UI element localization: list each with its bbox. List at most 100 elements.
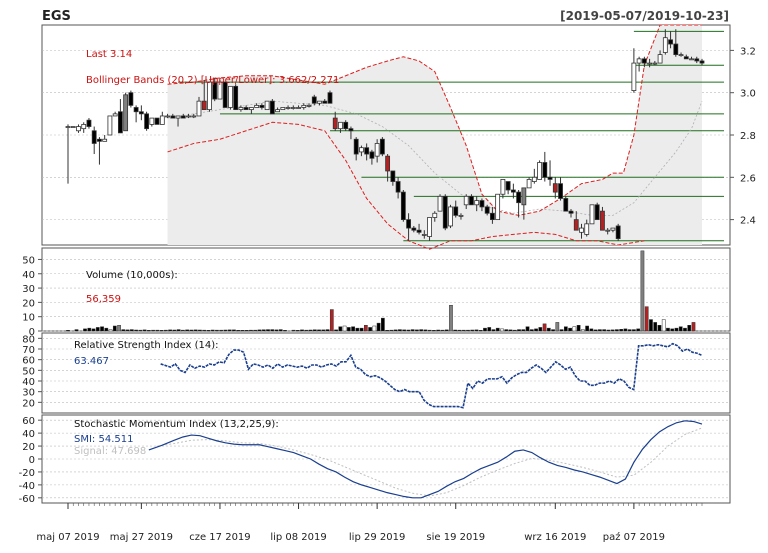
x-tick-label: wrz 16 2019 bbox=[524, 532, 586, 543]
volume-bar bbox=[270, 329, 275, 332]
candle-body bbox=[159, 115, 165, 125]
volume-bar bbox=[632, 329, 636, 332]
smi-tick-label: -60 bbox=[19, 494, 35, 505]
candle-body bbox=[510, 189, 516, 193]
rsi-tick-label: 70 bbox=[22, 345, 35, 356]
candle-body bbox=[102, 138, 108, 142]
candle-body bbox=[673, 43, 679, 56]
volume-bar bbox=[610, 329, 615, 332]
candle-body bbox=[411, 227, 417, 231]
volume-bar bbox=[338, 326, 343, 332]
volume-bar bbox=[581, 329, 585, 332]
volume-bar bbox=[274, 329, 279, 332]
volume-bar bbox=[334, 329, 338, 332]
grid-lines bbox=[42, 50, 730, 499]
candle-body bbox=[469, 195, 474, 206]
volume-bar bbox=[410, 329, 415, 332]
candle-body bbox=[243, 107, 249, 111]
volume-bar bbox=[355, 327, 360, 332]
candle-body bbox=[579, 227, 584, 233]
rsi-tick-label: 80 bbox=[22, 334, 35, 345]
volume-bar bbox=[219, 329, 224, 332]
candle-body bbox=[175, 115, 181, 119]
volume-bar bbox=[474, 329, 479, 332]
candle-body bbox=[453, 206, 459, 216]
candle-body bbox=[406, 219, 411, 229]
candle-body bbox=[537, 162, 542, 180]
volume-bar bbox=[168, 329, 172, 332]
volume-bar bbox=[74, 329, 79, 332]
price-tick-label: 3.2 bbox=[740, 46, 756, 57]
volume-bar bbox=[542, 323, 547, 332]
volume-tick-label: 0 bbox=[29, 327, 35, 338]
candle-body bbox=[212, 81, 218, 100]
last-price-label: Last 3.14 bbox=[86, 49, 132, 60]
candle-body bbox=[568, 210, 574, 214]
volume-bar bbox=[376, 322, 381, 332]
volume-bar bbox=[227, 329, 232, 332]
volume-bar bbox=[317, 329, 321, 332]
candle-body bbox=[191, 115, 197, 118]
smi-line bbox=[148, 420, 703, 499]
candle-body bbox=[390, 170, 396, 182]
volume-bar bbox=[210, 329, 215, 332]
candle-body bbox=[254, 104, 260, 108]
candle-body bbox=[180, 115, 186, 119]
bollinger-fill bbox=[167, 25, 703, 245]
candle-body bbox=[364, 147, 370, 155]
volume-bar bbox=[440, 329, 445, 332]
candle-body bbox=[154, 117, 160, 125]
volume-bar bbox=[261, 329, 266, 332]
volume-bar bbox=[529, 329, 534, 332]
bollinger-label: Bollinger Bands (20,2) [Upper/Lower]: 3.… bbox=[86, 75, 339, 86]
candle-body bbox=[275, 109, 280, 113]
candle-body bbox=[97, 138, 102, 142]
candle-body bbox=[442, 195, 448, 229]
rsi-tick-label: 20 bbox=[22, 398, 35, 409]
volume-bar bbox=[593, 329, 598, 332]
candle-body bbox=[269, 100, 275, 115]
volume-bar bbox=[691, 322, 696, 332]
volume-bar bbox=[436, 329, 441, 332]
candle-body bbox=[196, 100, 202, 117]
candle-body bbox=[317, 100, 322, 104]
candle-body bbox=[416, 229, 422, 233]
volume-bar bbox=[172, 329, 177, 332]
volume-bar bbox=[240, 330, 245, 332]
volume-bar bbox=[100, 326, 104, 332]
rsi-tick-label: 30 bbox=[22, 388, 35, 399]
volume-tick-label: 10 bbox=[22, 313, 35, 324]
volume-bar bbox=[683, 327, 687, 332]
volume-bar bbox=[653, 322, 658, 332]
volume-bar bbox=[457, 329, 462, 332]
volume-bar bbox=[657, 325, 662, 332]
candle-body bbox=[490, 212, 495, 221]
volume-bar bbox=[87, 327, 92, 332]
x-tick-label: cze 17 2019 bbox=[189, 532, 250, 543]
candle-body bbox=[138, 111, 144, 115]
candle-body bbox=[400, 191, 406, 221]
volume-bar bbox=[487, 327, 492, 332]
x-axis: maj 07 2019 maj 27 2019 cze 17 2019 lip 08 … bbox=[36, 503, 703, 543]
volume-panel: 0 10 20 30 40 50 bbox=[22, 250, 696, 338]
candle-body bbox=[238, 107, 244, 111]
volume-bar bbox=[253, 329, 258, 332]
volume-bar bbox=[364, 325, 368, 332]
candle-body bbox=[81, 124, 87, 130]
volume-bar bbox=[508, 329, 513, 332]
candle-body bbox=[610, 227, 616, 231]
volume-bar bbox=[104, 327, 109, 332]
volume-bar bbox=[449, 304, 453, 332]
volume-bar bbox=[117, 325, 121, 332]
candle-body bbox=[306, 104, 312, 107]
volume-bar bbox=[525, 326, 530, 332]
volume-bar bbox=[138, 329, 143, 332]
candle-body bbox=[332, 117, 338, 130]
candle-body bbox=[683, 56, 689, 60]
smi-title: Stochastic Momentum Index (13,2,25,9): bbox=[74, 419, 279, 430]
candle-body bbox=[563, 198, 569, 212]
volume-bar bbox=[427, 329, 432, 332]
candle-body bbox=[458, 214, 464, 217]
candle-body bbox=[290, 107, 296, 109]
